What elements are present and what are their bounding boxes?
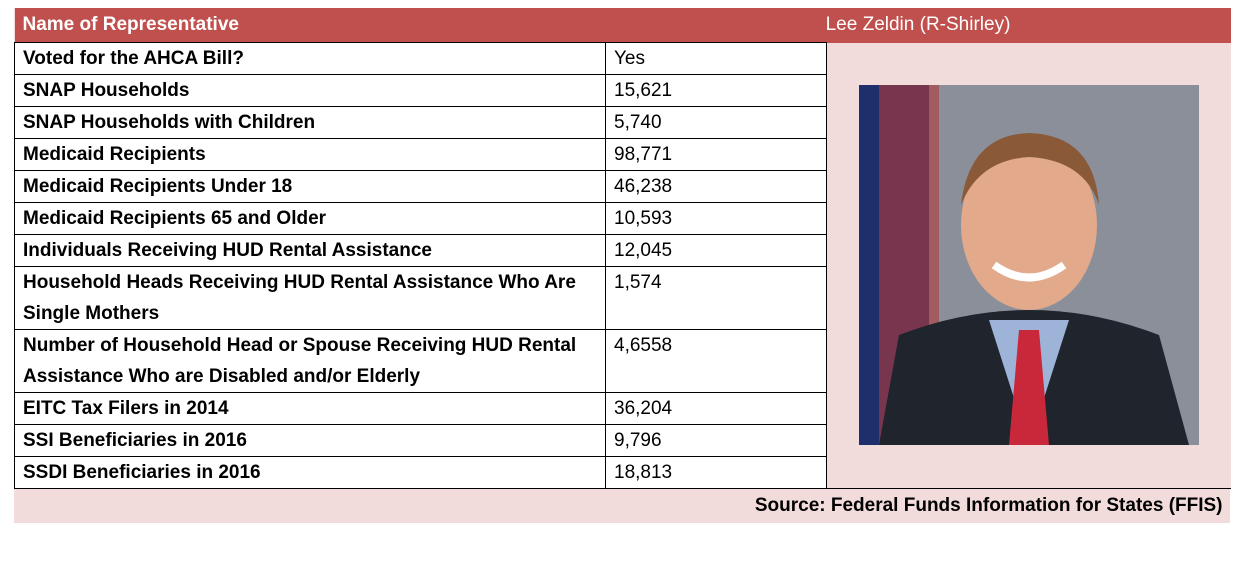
header-row: Name of Representative Lee Zeldin (R-Shi… <box>14 8 1231 43</box>
row-value: Yes <box>605 42 827 75</box>
row-value: 10,593 <box>605 202 827 235</box>
row-value: 12,045 <box>605 234 827 267</box>
table-row: SNAP Households with Children 5,740 <box>14 106 1231 139</box>
table-row: Medicaid Recipients 98,771 <box>14 138 1231 171</box>
table-row: Number of Household Head or Spouse Recei… <box>14 329 1231 393</box>
row-label: Number of Household Head or Spouse Recei… <box>14 329 606 393</box>
row-value: 5,740 <box>605 106 827 139</box>
row-label: Voted for the AHCA Bill? <box>14 42 606 75</box>
header-label: Name of Representative <box>14 8 606 43</box>
row-value: 46,238 <box>605 170 827 203</box>
row-label: SSDI Beneficiaries in 2016 <box>14 456 606 489</box>
smile <box>991 261 1067 282</box>
row-label: SNAP Households with Children <box>14 106 606 139</box>
hair <box>960 133 1099 206</box>
row-label: Medicaid Recipients <box>14 138 606 171</box>
table-row: Voted for the AHCA Bill? Yes <box>14 42 1231 489</box>
table-row: Medicaid Recipients 65 and Older 10,593 <box>14 202 1231 235</box>
row-value: 15,621 <box>605 74 827 107</box>
row-label: SNAP Households <box>14 74 606 107</box>
table-row: EITC Tax Filers in 2014 36,204 <box>14 392 1231 425</box>
row-value: 1,574 <box>605 266 827 330</box>
table-row: Household Heads Receiving HUD Rental Ass… <box>14 266 1231 330</box>
tie <box>1008 330 1049 446</box>
table-row: SNAP Households 15,621 <box>14 74 1231 107</box>
photo-cell <box>825 42 1231 489</box>
table-row: SSDI Beneficiaries in 2016 18,813 <box>14 456 1231 489</box>
row-label: Medicaid Recipients 65 and Older <box>14 202 606 235</box>
row-value: 36,204 <box>605 392 827 425</box>
row-label: EITC Tax Filers in 2014 <box>14 392 606 425</box>
table-body: Name of Representative Lee Zeldin (R-Shi… <box>14 8 1231 523</box>
row-label: SSI Beneficiaries in 2016 <box>14 424 606 457</box>
table-wrap: Name of Representative Lee Zeldin (R-Shi… <box>14 8 1231 523</box>
row-label: Household Heads Receiving HUD Rental Ass… <box>14 266 606 330</box>
source: Source: Federal Funds Information for St… <box>14 488 1231 523</box>
data-table: Name of Representative Lee Zeldin (R-Shi… <box>14 8 1231 523</box>
row-label: Medicaid Recipients Under 18 <box>14 170 606 203</box>
header-name: Lee Zeldin (R-Shirley) <box>605 8 1231 43</box>
row-value: 98,771 <box>605 138 827 171</box>
row-value: 4,6558 <box>605 329 827 393</box>
row-value: 9,796 <box>605 424 827 457</box>
source-row: Source: Federal Funds Information for St… <box>14 488 1231 523</box>
row-value: 18,813 <box>605 456 827 489</box>
portrait <box>858 85 1199 446</box>
row-label: Individuals Receiving HUD Rental Assista… <box>14 234 606 267</box>
table-row: SSI Beneficiaries in 2016 9,796 <box>14 424 1231 457</box>
